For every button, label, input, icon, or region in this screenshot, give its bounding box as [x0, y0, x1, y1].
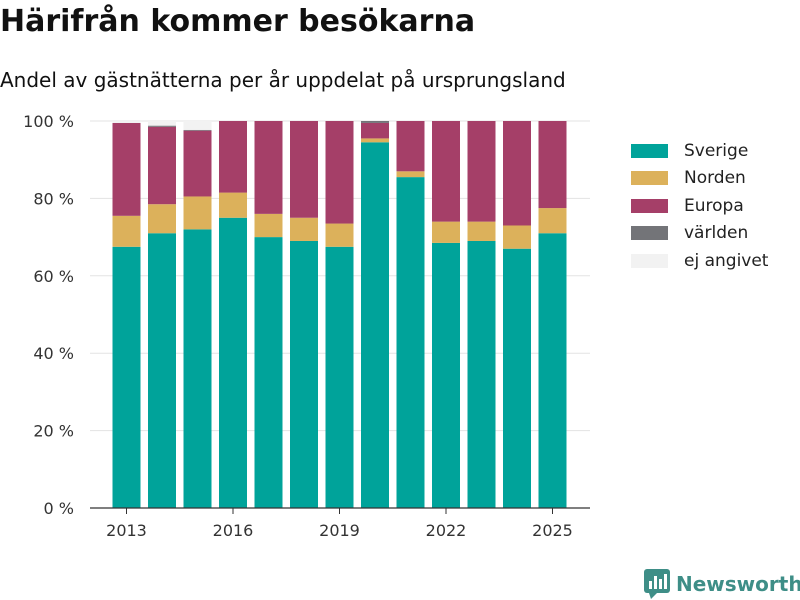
legend-label: världen: [684, 223, 749, 244]
bar-segment: [467, 221, 496, 241]
x-tick-label: 2019: [319, 521, 360, 540]
legend-swatch: [631, 198, 668, 213]
bar-segment: [183, 196, 212, 230]
bar-segment: [148, 125, 176, 127]
bar-segment: [112, 215, 141, 247]
y-tick-label: 100 %: [23, 112, 74, 131]
bar-segment: [432, 242, 460, 508]
legend-item: världen: [631, 220, 768, 248]
bar-segment: [538, 233, 567, 509]
bar-segment: [396, 177, 425, 509]
bar-segment: [432, 121, 460, 222]
y-tick-label: 60 %: [33, 267, 74, 286]
bar-segment: [112, 121, 141, 123]
legend-swatch: [631, 226, 668, 241]
bar-segment: [467, 240, 496, 508]
bar-segment: [112, 246, 141, 508]
y-tick-label: 0 %: [44, 499, 74, 518]
bar-segment: [325, 246, 354, 508]
y-tick-label: 40 %: [33, 344, 74, 363]
legend-swatch: [631, 143, 668, 158]
x-tick-label: 2022: [426, 521, 467, 540]
bar-segment: [503, 248, 531, 508]
legend-swatch: [631, 253, 668, 268]
bar-segment: [503, 225, 531, 249]
legend-item: Europa: [631, 192, 768, 220]
bar-segment: [361, 142, 389, 508]
bar-segment: [325, 223, 354, 247]
bar-segment: [538, 121, 567, 209]
bar-segment: [112, 122, 141, 216]
bar-segment: [538, 208, 567, 234]
legend: Sverige Norden Europa världen ej angivet: [631, 137, 768, 275]
bar-segment: [183, 130, 212, 197]
bar-segment: [361, 121, 389, 123]
y-tick-label: 80 %: [33, 189, 74, 208]
brand-label: Newsworthy: [676, 572, 800, 596]
chart-title: Härifrån kommer besökarna: [0, 4, 476, 39]
bar-segment: [396, 171, 425, 178]
bar-segment: [254, 237, 283, 508]
legend-label: Europa: [684, 195, 744, 216]
bar-segment: [219, 217, 247, 508]
legend-label: ej angivet: [684, 250, 769, 271]
legend-swatch: [631, 171, 668, 186]
bar-segment: [148, 204, 176, 234]
bar-segment: [148, 233, 176, 509]
legend-item: ej angivet: [631, 247, 768, 275]
bar-segment: [254, 121, 283, 214]
bar-segment: [432, 221, 460, 243]
bar-segment: [254, 213, 283, 238]
bar-chart-bubble-icon: [644, 569, 670, 599]
bar-segment: [148, 121, 176, 126]
bar-segment: [183, 129, 212, 131]
bar-segment: [219, 121, 247, 193]
bar-segment: [148, 126, 176, 205]
bar-segment: [361, 138, 389, 143]
bar-segment: [183, 121, 212, 130]
legend-label: Sverige: [684, 140, 749, 161]
bar-segment: [290, 240, 318, 508]
chart-subtitle: Andel av gästnätterna per år uppdelat på…: [0, 68, 566, 92]
bar-segment: [290, 121, 318, 218]
y-tick-label: 20 %: [33, 422, 74, 441]
legend-item: Sverige: [631, 137, 768, 165]
bar-segment: [290, 217, 318, 241]
brand-logo: Newsworthy: [644, 569, 800, 599]
bar-segment: [325, 121, 354, 224]
x-tick-label: 2025: [532, 521, 573, 540]
bar-segment: [183, 229, 212, 509]
bar-segment: [219, 192, 247, 218]
bar-segment: [361, 122, 389, 139]
legend-item: Norden: [631, 165, 768, 193]
x-tick-label: 2016: [213, 521, 254, 540]
bar-segment: [396, 121, 425, 172]
bar-segment: [467, 121, 496, 222]
legend-label: Norden: [684, 168, 746, 189]
x-tick-label: 2013: [106, 521, 147, 540]
bar-segment: [503, 121, 531, 226]
